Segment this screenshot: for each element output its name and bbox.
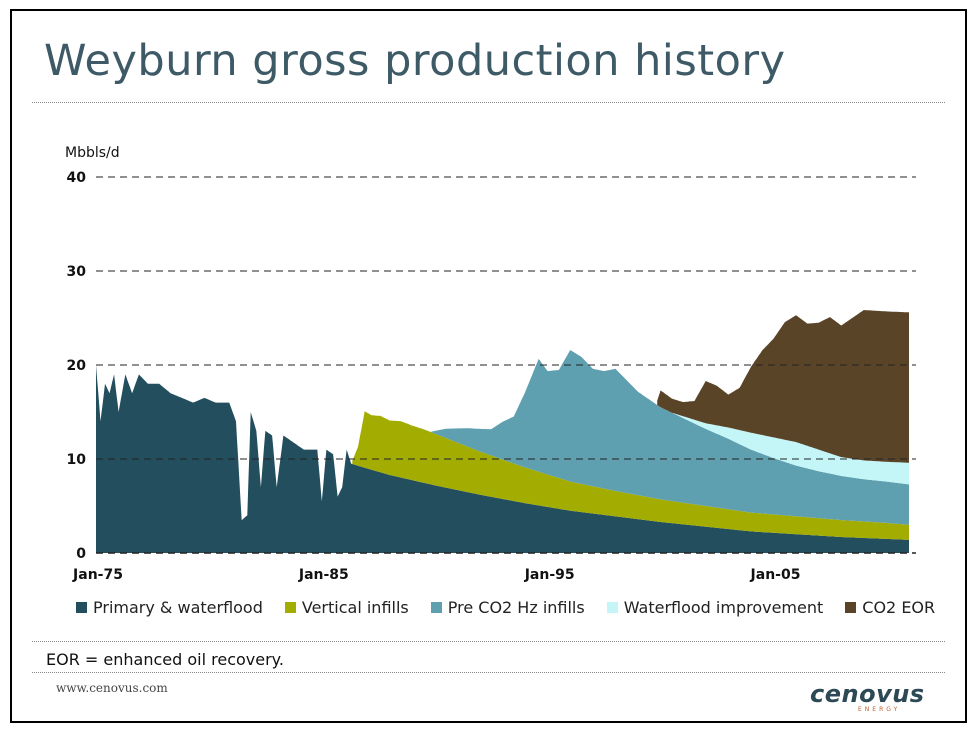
footer-divider-bottom: [32, 672, 945, 673]
company-logo: cenovus ENERGY: [810, 680, 930, 716]
legend-label: Waterflood improvement: [623, 598, 824, 617]
area-series-4: [673, 413, 909, 485]
legend-swatch: [430, 602, 442, 613]
area-layer: [96, 310, 909, 553]
legend-label: Vertical infills: [301, 598, 409, 617]
area-series-1: [96, 365, 909, 553]
y-axis: 0 10 20 30 40: [67, 170, 87, 562]
legend-item-4: Waterflood improvement: [606, 598, 824, 617]
legend-swatch: [76, 602, 87, 613]
y-axis-label: Mbbls/d: [65, 145, 120, 161]
y-tick-label: 40: [67, 170, 87, 186]
area-series-3: [431, 350, 909, 525]
grid-layer: [96, 176, 916, 554]
area-series-2: [352, 411, 909, 540]
y-tick-label: 10: [67, 452, 87, 468]
legend-item-3: Pre CO2 Hz infills: [430, 598, 585, 617]
logo-subtitle: ENERGY: [858, 706, 901, 713]
legend-label: Pre CO2 Hz infills: [447, 598, 585, 617]
y-tick-label: 0: [76, 546, 86, 562]
y-tick-label: 30: [67, 264, 87, 280]
footnote: EOR = enhanced oil recovery.: [46, 650, 284, 669]
logo-wordmark: cenovus: [810, 680, 925, 708]
legend-swatch: [284, 602, 296, 613]
legend-item-2: Vertical infills: [284, 598, 409, 617]
legend-label: CO2 EOR: [862, 598, 936, 617]
y-tick-label: 20: [67, 358, 87, 374]
chart-legend: Primary & waterflood Vertical infills Pre …: [76, 598, 957, 617]
legend-swatch: [606, 602, 618, 613]
website-link[interactable]: www.cenovus.com: [56, 681, 168, 695]
page-title: Weyburn gross production history: [44, 36, 786, 86]
x-axis: Jan-75 Jan-85 Jan-95 Jan-05: [72, 567, 800, 583]
x-tick-label: Jan-85: [298, 567, 349, 583]
legend-swatch: [845, 602, 857, 613]
title-divider: [32, 102, 945, 103]
legend-item-1: Primary & waterflood: [76, 598, 263, 617]
legend-label: Primary & waterflood: [93, 598, 263, 617]
x-tick-label: Jan-75: [72, 567, 123, 583]
x-tick-label: Jan-95: [524, 567, 575, 583]
legend-item-5: CO2 EOR: [845, 598, 935, 617]
area-series-5: [657, 310, 909, 463]
footer-divider-top: [32, 641, 945, 642]
x-tick-label: Jan-05: [750, 567, 801, 583]
